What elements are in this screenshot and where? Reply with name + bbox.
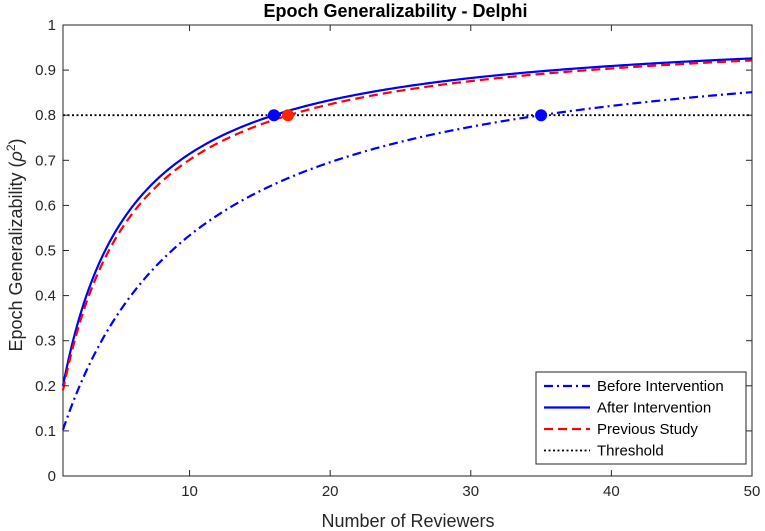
y-tick-label: 0.2	[35, 378, 56, 395]
y-tick-label: 0.5	[35, 243, 56, 260]
x-tick-label: 40	[603, 483, 620, 500]
series-line-previous-study	[61, 59, 753, 391]
y-tick-labels: 0 0.1 0.2 0.3 0.4 0.5 0.6 0.7 0.8 0.9 1	[35, 17, 56, 485]
legend-label-before-intervention: Before Intervention	[597, 378, 724, 395]
legend-label-threshold: Threshold	[597, 443, 664, 460]
legend: Before Intervention After Intervention Pre…	[535, 371, 747, 465]
y-axis-label-close: )	[6, 138, 26, 144]
x-tick-label: 10	[181, 483, 198, 500]
y-tick-label: 0.4	[35, 288, 56, 305]
chart-title: Epoch Generalizability - Delphi	[263, 1, 527, 21]
x-tick-label: 20	[322, 483, 339, 500]
x-tick-label: 50	[744, 483, 761, 500]
legend-box	[535, 371, 747, 465]
series-line-after-intervention	[61, 57, 753, 387]
marker-layer	[267, 109, 548, 122]
y-tick-label: 1	[48, 17, 56, 34]
series-line-before-intervention	[61, 91, 753, 431]
y-tick-label: 0.3	[35, 333, 56, 350]
tick-layer	[63, 24, 753, 477]
threshold-crossing-marker	[267, 109, 280, 122]
plot-area	[61, 24, 753, 477]
legend-label-previous-study: Previous Study	[597, 421, 698, 438]
y-tick-label: 0.9	[35, 62, 56, 79]
threshold-crossing-marker	[281, 109, 294, 122]
threshold-crossing-marker	[535, 109, 548, 122]
y-axis-label-main: Epoch Generalizability (	[6, 161, 26, 351]
y-tick-label: 0.1	[35, 423, 56, 440]
y-axis-label-symbol: ρ	[6, 151, 26, 162]
y-tick-label: 0.7	[35, 152, 56, 169]
x-tick-label: 30	[462, 483, 479, 500]
y-tick-label: 0.8	[35, 107, 56, 124]
y-axis-label-superscript: 2	[4, 144, 18, 151]
x-axis-label: Number of Reviewers	[321, 511, 494, 531]
y-tick-label: 0.6	[35, 197, 56, 214]
series-layer	[61, 57, 753, 431]
y-tick-label: 0	[48, 468, 56, 485]
x-tick-labels: 10 20 30 40 50	[181, 483, 760, 500]
legend-label-after-intervention: After Intervention	[597, 400, 711, 417]
y-axis-label: Epoch Generalizability (ρ2)	[4, 138, 26, 351]
